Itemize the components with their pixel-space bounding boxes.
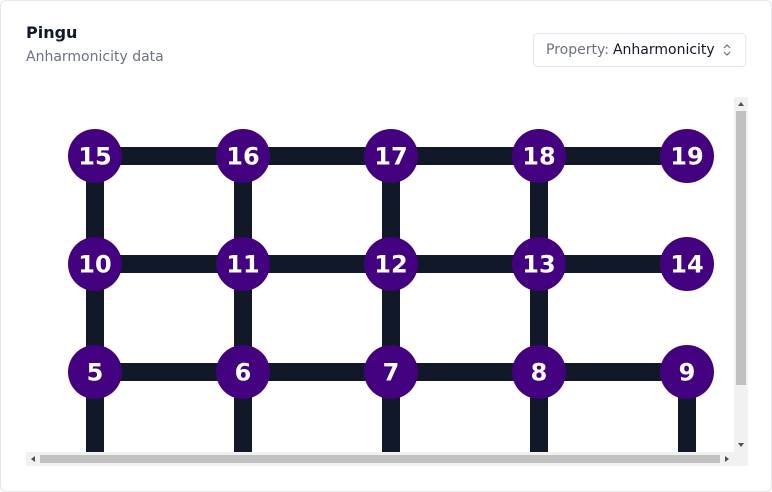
qubit-circle[interactable] xyxy=(512,345,566,399)
qubit-node-6[interactable]: 6 xyxy=(216,345,270,399)
horizontal-scrollbar[interactable] xyxy=(26,452,734,466)
qubit-circle[interactable] xyxy=(660,129,714,183)
qubit-circle[interactable] xyxy=(660,237,714,291)
vertical-scroll-thumb[interactable] xyxy=(736,111,746,385)
qubit-label: 12 xyxy=(374,251,407,279)
qubit-circle[interactable] xyxy=(364,345,418,399)
qubit-label: 10 xyxy=(78,251,111,279)
qubit-circle[interactable] xyxy=(512,129,566,183)
qubit-label: 6 xyxy=(235,359,252,387)
qubit-circle[interactable] xyxy=(68,345,122,399)
qubit-label: 11 xyxy=(226,251,259,279)
qubit-label: 18 xyxy=(522,143,555,171)
vertical-scrollbar[interactable] xyxy=(734,97,748,452)
panel-subtitle: Anharmonicity data xyxy=(26,49,164,65)
qubit-label: 7 xyxy=(383,359,400,387)
qubit-node-13[interactable]: 13 xyxy=(512,237,566,291)
horizontal-scroll-thumb[interactable] xyxy=(40,455,720,463)
qubit-circle[interactable] xyxy=(216,129,270,183)
qubit-circle[interactable] xyxy=(216,345,270,399)
qubit-node-19[interactable]: 19 xyxy=(660,129,714,183)
qubit-node-15[interactable]: 15 xyxy=(68,129,122,183)
qubit-circle[interactable] xyxy=(216,237,270,291)
property-select-value: Anharmonicity xyxy=(612,42,715,58)
qubit-label: 8 xyxy=(531,359,548,387)
qubit-label: 16 xyxy=(226,143,259,171)
qubit-circle[interactable] xyxy=(364,129,418,183)
qubit-node-14[interactable]: 14 xyxy=(660,237,714,291)
qubit-node-12[interactable]: 12 xyxy=(364,237,418,291)
scroll-up-icon[interactable] xyxy=(737,99,745,109)
property-select[interactable]: Property: Anharmonicity xyxy=(533,33,746,67)
qubit-node-8[interactable]: 8 xyxy=(512,345,566,399)
qubit-circle[interactable] xyxy=(68,129,122,183)
qubit-label: 17 xyxy=(374,143,407,171)
chevron-up-down-icon xyxy=(723,44,731,56)
qubit-circle[interactable] xyxy=(660,345,714,399)
qubit-label: 19 xyxy=(670,143,703,171)
scroll-down-icon[interactable] xyxy=(737,440,745,450)
qubit-node-7[interactable]: 7 xyxy=(364,345,418,399)
qubit-node-9[interactable]: 9 xyxy=(660,345,714,399)
qubit-node-18[interactable]: 18 xyxy=(512,129,566,183)
scroll-right-icon[interactable] xyxy=(722,455,732,463)
qubit-node-17[interactable]: 17 xyxy=(364,129,418,183)
scrollbar-corner xyxy=(734,452,748,466)
property-select-prefix: Property: xyxy=(546,42,609,58)
qubit-label: 14 xyxy=(670,251,703,279)
coupling-map-viewport[interactable]: 5 6 7 8 9 10 11 12 13 14 15 16 17 18 19 xyxy=(26,97,734,452)
qubit-circle[interactable] xyxy=(68,237,122,291)
panel-title: Pingu xyxy=(26,23,78,42)
qubit-node-16[interactable]: 16 xyxy=(216,129,270,183)
scroll-left-icon[interactable] xyxy=(28,455,38,463)
qubit-label: 5 xyxy=(87,359,104,387)
qubit-label: 15 xyxy=(78,143,111,171)
qubit-node-11[interactable]: 11 xyxy=(216,237,270,291)
qubit-circle[interactable] xyxy=(364,237,418,291)
qubit-circle[interactable] xyxy=(512,237,566,291)
qubit-node-10[interactable]: 10 xyxy=(68,237,122,291)
coupling-map: 5 6 7 8 9 10 11 12 13 14 15 16 17 18 19 xyxy=(68,129,714,452)
qubit-label: 9 xyxy=(679,359,696,387)
qubit-label: 13 xyxy=(522,251,555,279)
qubit-node-5[interactable]: 5 xyxy=(68,345,122,399)
